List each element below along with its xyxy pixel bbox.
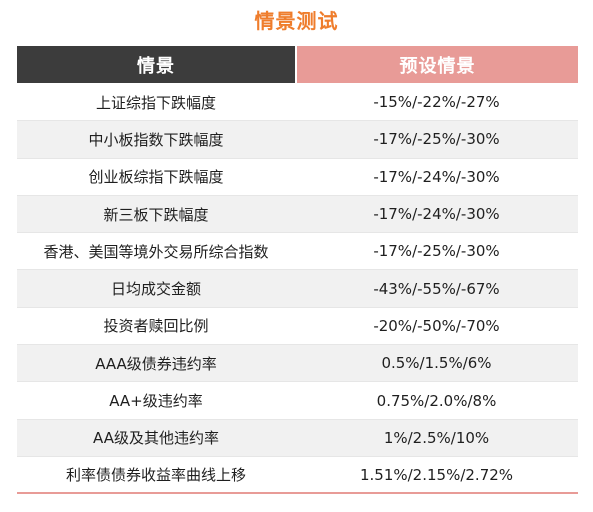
- preset-cell: -17%/-24%/-30%: [373, 167, 500, 186]
- table-row: 投资者赎回比例 -20%/-50%/-70%: [17, 308, 578, 346]
- table-row: AA+级违约率 0.75%/2.0%/8%: [17, 382, 578, 420]
- scenario-cell: 香港、美国等境外交易所综合指数: [43, 242, 269, 261]
- scenario-table: 情景 预设情景 上证综指下跌幅度 -15%/-22%/-27% 中小板指数下跌幅…: [17, 46, 578, 495]
- table-row: 日均成交金额 -43%/-55%/-67%: [17, 270, 578, 308]
- scenario-cell: 创业板综指下跌幅度: [88, 168, 224, 187]
- table-body: 上证综指下跌幅度 -15%/-22%/-27% 中小板指数下跌幅度 -17%/-…: [17, 84, 578, 495]
- scenario-cell: 利率债债券收益率曲线上移: [65, 466, 246, 485]
- scenario-cell: 新三板下跌幅度: [103, 205, 209, 224]
- preset-cell: 1%/2.5%/10%: [383, 428, 490, 447]
- preset-cell: -17%/-25%/-30%: [373, 242, 500, 261]
- table-row: 利率债债券收益率曲线上移 1.51%/2.15%/2.72%: [17, 457, 578, 495]
- table-row: 香港、美国等境外交易所综合指数 -17%/-25%/-30%: [17, 233, 578, 271]
- preset-cell: -15%/-22%/-27%: [373, 93, 500, 112]
- scenario-cell: 日均成交金额: [110, 280, 201, 299]
- table-row: 新三板下跌幅度 -17%/-24%/-30%: [17, 195, 578, 234]
- table-row: 创业板综指下跌幅度 -17%/-24%/-30%: [17, 159, 578, 196]
- scenario-cell: 投资者赎回比例: [103, 317, 209, 336]
- preset-cell: -43%/-55%/-67%: [373, 279, 500, 298]
- preset-cell: -20%/-50%/-70%: [373, 316, 500, 335]
- scenario-cell: AAA级债券违约率: [95, 354, 217, 373]
- table-row: 上证综指下跌幅度 -15%/-22%/-27%: [17, 84, 578, 122]
- table-row: 中小板指数下跌幅度 -17%/-25%/-30%: [17, 121, 578, 159]
- scenario-cell: AA+级违约率: [109, 392, 203, 411]
- preset-cell: 0.75%/2.0%/8%: [376, 391, 497, 410]
- header-preset-scenario: 预设情景: [297, 46, 578, 83]
- preset-cell: 0.5%/1.5%/6%: [381, 354, 492, 373]
- scenario-cell: 上证综指下跌幅度: [95, 93, 216, 112]
- table-header: 情景 预设情景: [17, 46, 578, 83]
- table-row: AAA级债券违约率 0.5%/1.5%/6%: [17, 345, 578, 383]
- table-row: AA级及其他违约率 1%/2.5%/10%: [17, 419, 578, 457]
- page-title: 情景测试: [254, 9, 339, 33]
- preset-cell: -17%/-25%/-30%: [373, 130, 500, 149]
- preset-cell: 1.51%/2.15%/2.72%: [359, 465, 514, 484]
- header-scenario: 情景: [17, 46, 295, 83]
- preset-cell: -17%/-24%/-30%: [373, 205, 500, 224]
- scenario-cell: 中小板指数下跌幅度: [88, 130, 224, 149]
- scenario-cell: AA级及其他违约率: [93, 429, 219, 448]
